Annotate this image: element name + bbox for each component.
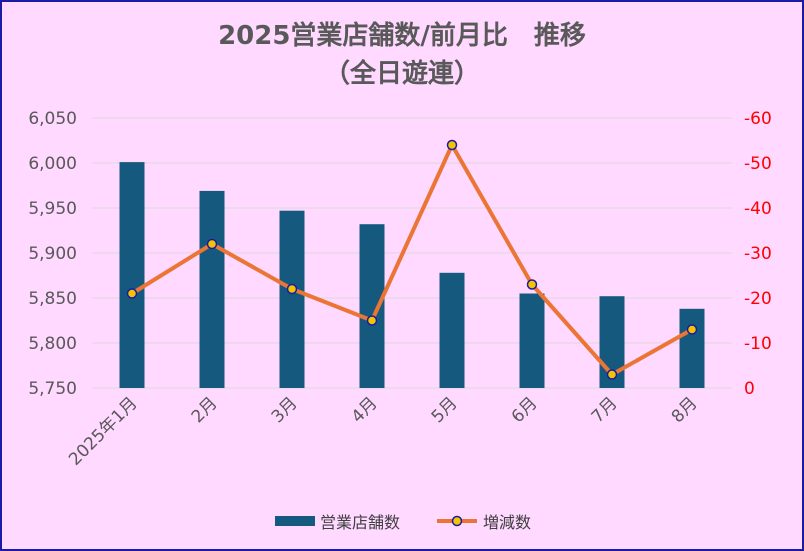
x-axis: 2025年1月 2月 3月 4月 5月 6月 7月 8月: [65, 393, 701, 469]
line-point: [686, 324, 698, 335]
left-tick-label: 5,900: [28, 244, 77, 264]
x-tick-label: 8月: [668, 393, 702, 427]
bar: [519, 293, 545, 388]
bar: [119, 162, 145, 388]
left-tick-label: 6,000: [28, 154, 77, 174]
right-tick-label: -20: [744, 289, 772, 309]
series-line: [130, 143, 693, 377]
chart-title: 2025営業店舗数/前月比 推移: [218, 20, 586, 51]
x-tick-label: 2025年1月: [65, 393, 141, 469]
left-tick-label: 5,750: [28, 379, 77, 399]
line-point: [446, 139, 458, 151]
x-tick-label: 2月: [188, 393, 222, 427]
gridlines: [92, 117, 732, 389]
right-tick-label: -60: [744, 109, 772, 129]
right-tick-label: -30: [744, 244, 772, 264]
x-tick-label: 6月: [508, 393, 542, 427]
bar: [439, 272, 465, 388]
line-point: [366, 315, 378, 326]
legend-line-marker: [451, 515, 463, 527]
right-tick-label: -10: [744, 334, 772, 354]
x-tick-label: 4月: [348, 393, 382, 427]
line-point: [526, 279, 538, 290]
line-point: [606, 369, 618, 380]
left-tick-label: 5,850: [28, 289, 77, 309]
legend-bar-swatch: [275, 516, 315, 526]
bar: [679, 308, 705, 388]
left-tick-label: 5,800: [28, 334, 77, 354]
bar: [279, 210, 305, 388]
right-tick-label: -40: [744, 199, 772, 219]
x-tick-label: 7月: [588, 393, 622, 427]
line-point: [206, 238, 218, 250]
right-tick-label: 0: [744, 379, 755, 399]
line-point: [286, 283, 298, 295]
legend: 営業店舗数 増減数: [275, 513, 531, 532]
bar: [199, 190, 225, 388]
x-tick-label: 5月: [428, 393, 462, 427]
left-tick-label: 6,050: [28, 109, 77, 129]
chart-subtitle: （全日遊連）: [324, 58, 480, 89]
bar-series: [119, 162, 705, 388]
left-axis: 5,750 5,800 5,850 5,900 5,950 6,000 6,050: [28, 109, 77, 399]
line-series: [126, 139, 698, 380]
right-axis: 0 -10 -20 -30 -40 -50 -60: [744, 109, 772, 399]
x-tick-label: 3月: [268, 393, 302, 427]
right-tick-label: -50: [744, 154, 772, 174]
legend-line-label: 増減数: [483, 513, 531, 532]
line-point: [126, 288, 138, 299]
left-tick-label: 5,950: [28, 199, 77, 219]
legend-bar-label: 営業店舗数: [320, 513, 400, 532]
